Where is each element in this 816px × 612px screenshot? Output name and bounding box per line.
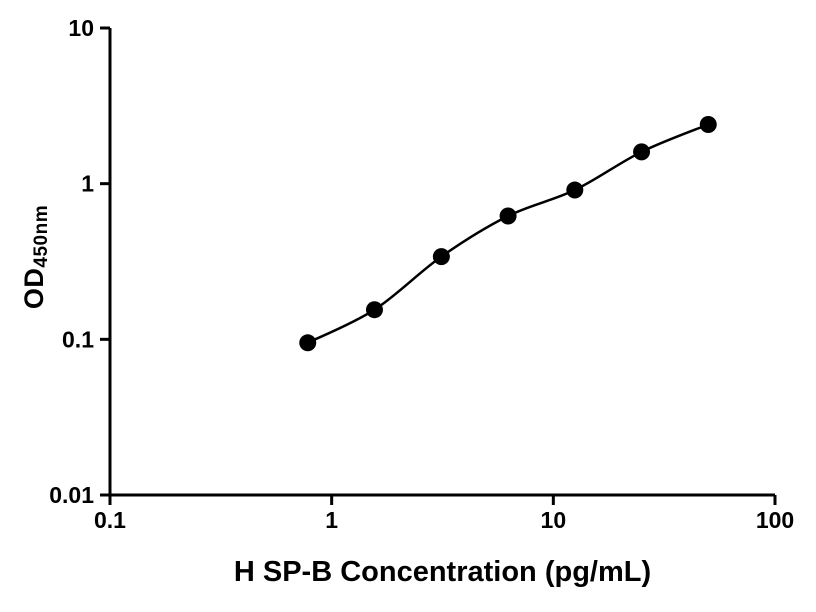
data-point [699, 115, 717, 133]
x-tick-label: 1 [325, 507, 338, 533]
x-tick-label: 100 [756, 507, 794, 533]
y-tick-label: 0.01 [49, 482, 94, 508]
data-point [299, 334, 317, 352]
y-tick-label: 0.1 [62, 326, 94, 352]
data-point [633, 143, 651, 161]
data-point [365, 301, 383, 319]
y-axis-label-main: OD [19, 267, 49, 310]
x-tick-label: 10 [541, 507, 567, 533]
data-point [566, 181, 584, 199]
y-axis-label: OD450nm [19, 205, 53, 309]
data-point [432, 248, 450, 266]
x-axis-label: H SP-B Concentration (pg/mL) [233, 556, 652, 588]
y-tick-label: 1 [81, 171, 94, 197]
y-tick-label: 10 [68, 15, 94, 41]
x-tick-label: 0.1 [94, 507, 126, 533]
data-point [499, 207, 517, 225]
y-axis-label-subscript: 450nm [31, 204, 52, 268]
